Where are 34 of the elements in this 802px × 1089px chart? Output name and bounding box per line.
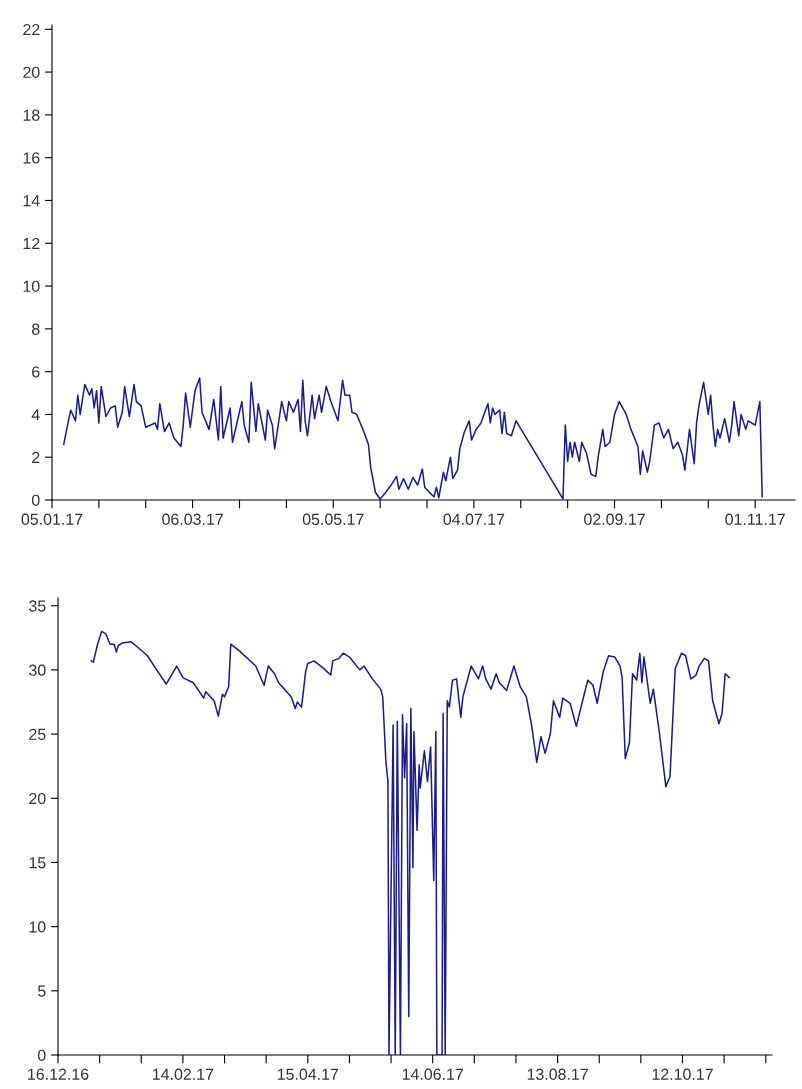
y-tick-label: 15 [29, 857, 46, 869]
y-tick-label: 0 [31, 494, 40, 506]
y-tick-label: 16 [23, 152, 40, 164]
x-tick-label: 14.06.17 [402, 1068, 463, 1080]
x-tick-label: 01.11.17 [725, 513, 785, 525]
y-tick-label: 25 [29, 728, 46, 741]
y-tick-label: 18 [23, 109, 40, 121]
x-tick-label: 14.02.17 [153, 1068, 214, 1080]
x-tick-label: 15.04.17 [277, 1068, 339, 1080]
x-tick-label: 04.07.17 [443, 513, 505, 525]
y-tick-label: 8 [32, 323, 40, 335]
x-tick-label: 05.01.17 [21, 513, 83, 525]
x-tick-label: 02.09.17 [584, 513, 645, 525]
y-tick-label: 12 [23, 237, 40, 250]
y-tick-label: 14 [23, 195, 40, 207]
y-tick-label: 2 [32, 451, 40, 463]
y-tick-label: 30 [29, 664, 46, 676]
y-tick-label: 20 [29, 792, 46, 805]
y-tick-label: 35 [29, 600, 46, 612]
x-tick-label: 05.05.17 [302, 513, 364, 525]
y-tick-label: 22 [23, 23, 40, 36]
x-tick-label: 12.10.17 [652, 1068, 713, 1080]
y-tick-label: 20 [23, 66, 40, 79]
line-series [62, 377, 763, 500]
line-series [90, 630, 731, 1055]
x-tick-label: 13.08.17 [527, 1068, 588, 1080]
y-tick-label: 10 [29, 921, 46, 933]
y-tick-label: 4 [31, 409, 40, 421]
y-tick-label: 5 [37, 985, 46, 997]
x-tick-label: 16.12.16 [28, 1068, 89, 1080]
y-tick-label: 6 [32, 366, 40, 378]
y-tick-label: 0 [37, 1049, 46, 1061]
y-tick-label: 10 [23, 280, 40, 292]
x-tick-label: 06.03.17 [162, 513, 223, 525]
